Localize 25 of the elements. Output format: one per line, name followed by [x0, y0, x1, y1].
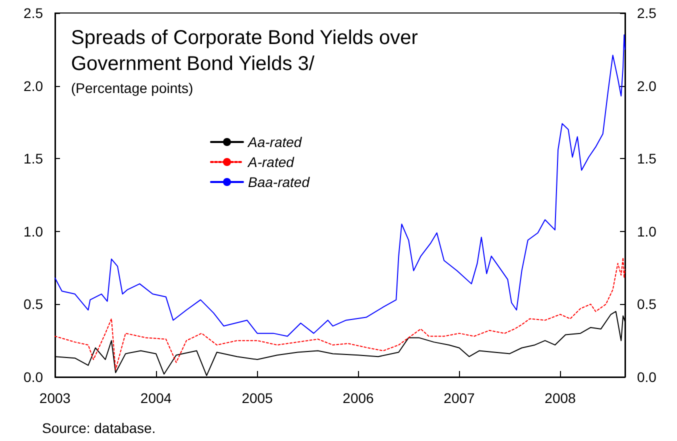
- y2-tick-label: 2.0: [637, 78, 657, 94]
- y2-tick-label: 1.0: [637, 223, 657, 240]
- legend-label: Aa-rated: [247, 134, 303, 150]
- y-tick-label: 0.0: [24, 369, 44, 385]
- y-tick-label: 2.0: [24, 78, 44, 94]
- x-tick-label: 2006: [342, 390, 374, 406]
- x-tick-label: 2005: [242, 390, 274, 406]
- x-tick-label: 2004: [140, 390, 172, 406]
- y-tick-label: 2.5: [24, 5, 44, 21]
- y2-tick-label: 0.0: [637, 369, 657, 385]
- y-tick-label: 1.0: [24, 223, 44, 240]
- x-tick-label: 2003: [39, 390, 71, 406]
- y2-tick-label: 0.5: [637, 296, 657, 312]
- x-tick-label: 2007: [444, 390, 476, 406]
- source-note: Source: database.: [42, 420, 156, 436]
- text: Spreads of Corporate Bond Yields over Government Bond Yields 3/: [71, 27, 424, 75]
- x-tick-label: 2008: [544, 390, 576, 406]
- text: (Percentage points): [71, 80, 194, 96]
- line-series: [54, 257, 626, 370]
- y-tick-label: 1.5: [24, 150, 44, 167]
- y-tick-label: 0.5: [24, 296, 44, 312]
- legend-label: A-rated: [247, 154, 296, 170]
- y2-tick-label: 1.5: [637, 150, 657, 167]
- y2-tick-label: 2.5: [637, 5, 657, 21]
- legend-label: Baa-rated: [248, 174, 311, 190]
